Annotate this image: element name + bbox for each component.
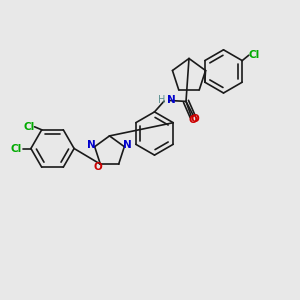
Text: Cl: Cl — [249, 50, 260, 60]
Text: N: N — [123, 140, 132, 150]
Text: N: N — [167, 95, 176, 105]
Text: O: O — [94, 162, 102, 172]
Text: Cl: Cl — [11, 143, 22, 154]
Text: N: N — [87, 140, 96, 150]
Text: O: O — [190, 114, 199, 124]
Text: O: O — [188, 115, 197, 125]
Text: Cl: Cl — [23, 122, 35, 132]
Text: H: H — [158, 95, 165, 105]
